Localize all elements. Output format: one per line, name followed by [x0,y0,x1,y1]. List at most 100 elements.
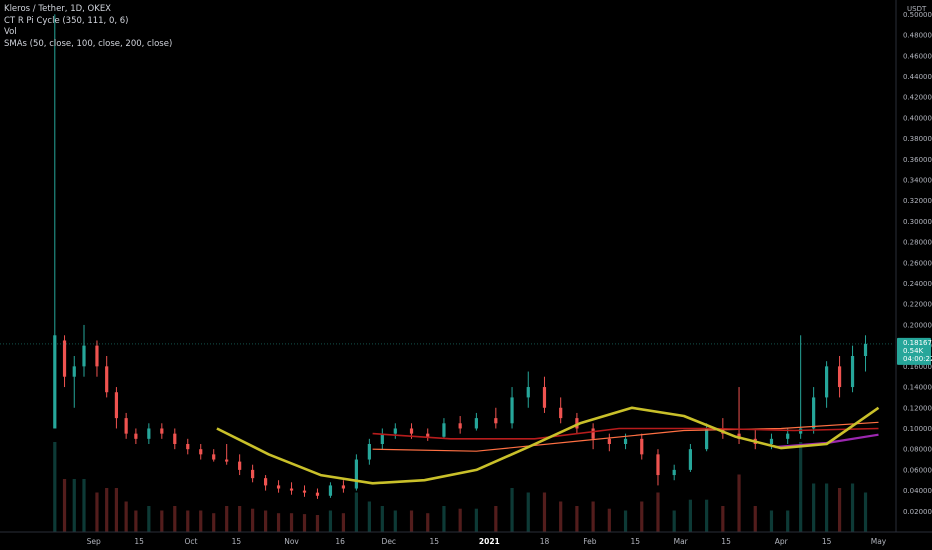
candle-body [160,428,164,434]
moving-averages [216,406,880,485]
time-tick-label: Feb [583,537,597,546]
candle-body [656,454,660,476]
candle-body [354,459,358,489]
volume-bar [737,474,741,532]
volume-bar [863,492,868,532]
candle-body [276,485,281,489]
candle-body [62,340,67,377]
chart-legend: Kleros / Tether, 1D, OKEX CT R Pi Cycle … [4,4,172,50]
volume-bar [458,508,462,532]
candle-body [328,485,333,496]
volume-bar [238,506,242,532]
candle-body [251,469,255,479]
price-tick-label: 0.34000 [903,177,932,185]
sma-200-line [372,421,879,452]
candle-body [850,356,855,388]
time-tick-label: Sep [87,537,101,546]
time-tick-label: Oct [185,537,198,546]
volume-bar [315,515,320,532]
volume-bar [134,510,138,532]
volume-bar [341,513,346,532]
price-tick-label: 0.14000 [903,384,932,392]
indicator-smas[interactable]: SMAs (50, close, 100, close, 200, close) [4,38,173,49]
time-tick-label: 16 [335,537,345,546]
bar-countdown: 04:00:22 [903,355,932,363]
volume-bar [367,501,371,532]
volume-bar [276,513,281,532]
candle-body [134,433,138,439]
candle-body [575,418,579,429]
volume-bar [289,513,294,532]
candle-body [212,454,216,460]
volume-bar [575,506,579,532]
candle-body [263,478,268,486]
candle-body [426,433,430,437]
volume-bar [656,492,660,532]
indicator-pi-cycle[interactable]: CT R Pi Cycle (350, 111, 0, 6) [4,15,129,26]
price-tick-label: 0.38000 [903,135,932,143]
price-tick-label: 0.26000 [903,259,932,267]
candle-body [186,444,190,450]
volume-bar [186,510,190,532]
volume-bar [640,501,644,532]
last-price-value: 0.18167 [903,339,932,347]
price-tick-label: 0.28000 [903,239,932,247]
volume-bar [542,492,547,532]
volume-bar [799,442,803,532]
price-tick-label: 0.12000 [903,404,932,412]
currency-label: USDT [907,5,927,13]
candle-body [95,345,99,367]
time-tick-label: 15 [822,537,832,546]
volume-bar [426,513,430,532]
price-axis[interactable]: 0.50000 0.48000 0.46000 0.44000 0.42000 0.400… [903,11,932,516]
volume-bar [409,510,414,532]
volume-bar [786,510,790,532]
time-tick-label: May [871,537,887,546]
candle-body [105,366,109,393]
volume-bar [212,513,216,532]
volume-bar [124,501,128,532]
candle-body [591,428,595,439]
candle-body [173,433,177,444]
time-tick-label: Mar [674,537,689,546]
candle-body [380,433,384,444]
price-tick-label: 0.44000 [903,73,932,81]
volume-bar [623,510,628,532]
volume-bar [559,501,563,532]
price-tick-label: 0.40000 [903,114,932,122]
volume-bar [393,510,397,532]
volume-bar [607,508,611,532]
volume-bar [526,492,530,532]
volume-bar [199,510,203,532]
volume-bar [591,501,595,532]
time-tick-label: 15 [631,537,641,546]
volume-bar [53,442,57,532]
time-tick-label: 15 [134,537,144,546]
price-tick-label: 0.20000 [903,321,932,329]
time-axis[interactable]: Sep 15 Oct 15 Nov 16 Dec 15 2021 18 Feb 15 Mar 15 Apr 1… [87,537,887,546]
candle-body [238,461,242,470]
price-tick-label: 0.16000 [903,363,932,371]
candle-body [367,444,371,460]
candlesticks [53,14,868,499]
indicator-volume[interactable]: Vol [4,27,17,37]
symbol-title[interactable]: Kleros / Tether, 1D, OKEX [4,4,112,14]
candle-body [114,392,119,419]
sma-50-line [216,406,880,485]
volume-bar [263,510,268,532]
volume-bar [837,488,842,532]
candle-body [302,490,307,493]
time-tick-label: 18 [540,537,550,546]
candle-body [53,335,57,429]
last-price-label: 0.18167 0.54K 04:00:22 [897,337,932,365]
volume-bar [672,510,676,532]
price-tick-label: 0.24000 [903,280,932,288]
volume-bar [82,479,86,532]
volume-bar [173,506,177,532]
candle-body [341,485,346,489]
time-tick-label: 15 [721,537,731,546]
volume-bar [705,499,709,532]
candle-body [863,343,868,356]
price-tick-label: 0.02000 [903,508,932,516]
